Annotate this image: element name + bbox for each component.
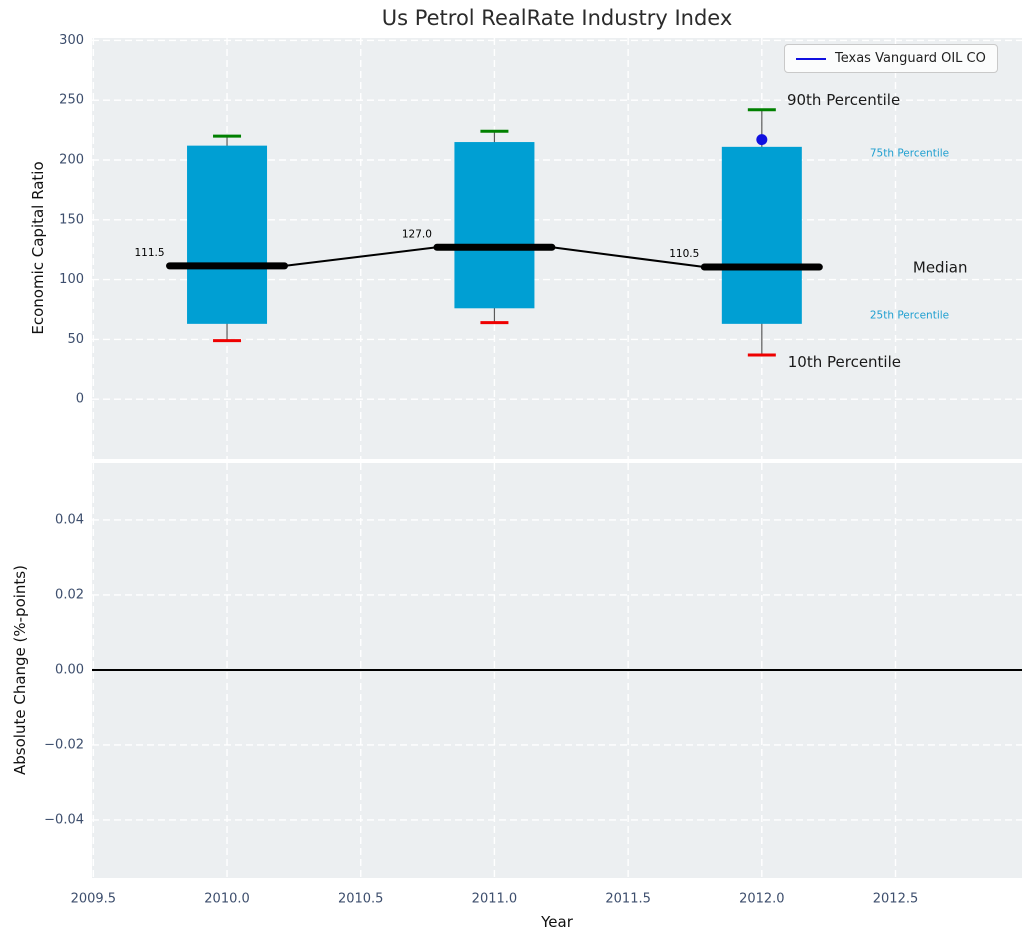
box-2010	[187, 145, 268, 324]
median-connector	[284, 246, 438, 267]
annotation-median: Median	[913, 259, 968, 277]
annotation-75th-percentile: 75th Percentile	[870, 147, 949, 159]
x-axis-label: Year	[540, 913, 574, 931]
legend-label: Texas Vanguard OIL CO	[835, 51, 986, 66]
boxplots	[187, 108, 802, 357]
box-2012	[721, 146, 802, 324]
xtick-label: 2009.5	[71, 892, 117, 907]
xtick-label: 2012.0	[739, 892, 785, 907]
xtick-label: 2011.0	[472, 892, 518, 907]
top-ytick-label: 250	[59, 93, 84, 108]
xtick-label: 2010.0	[204, 892, 250, 907]
bottom-ytick-label: −0.04	[44, 812, 84, 827]
annotation-10th-percentile: 10th Percentile	[788, 353, 901, 371]
legend-line-sample	[796, 57, 826, 60]
xtick-label: 2011.5	[605, 892, 651, 907]
xtick-label: 2012.5	[873, 892, 919, 907]
top-ytick-label: 200	[59, 152, 84, 167]
annotation-90th-percentile: 90th Percentile	[787, 91, 900, 109]
median-value-label: 110.5	[669, 248, 699, 260]
median-connector	[551, 246, 705, 269]
bottom-ytick-label: 0.02	[55, 587, 84, 602]
box-2011	[454, 142, 535, 309]
top-y-axis-label: Economic Capital Ratio	[29, 161, 47, 334]
bottom-ytick-label: 0.04	[55, 512, 84, 527]
top-ytick-label: 100	[59, 272, 84, 287]
bottom-ytick-label: 0.00	[55, 662, 84, 677]
top-ytick-label: 300	[59, 33, 84, 48]
annotation-25th-percentile: 25th Percentile	[870, 309, 949, 321]
median-value-label: 127.0	[402, 228, 432, 240]
bottom-y-axis-label: Absolute Change (%-points)	[11, 565, 29, 775]
top-ytick-label: 0	[76, 392, 84, 407]
legend: Texas Vanguard OIL CO	[784, 44, 998, 73]
top-ytick-label: 50	[67, 332, 84, 347]
company-point	[756, 134, 768, 146]
chart-title: Us Petrol RealRate Industry Index	[381, 6, 733, 30]
xtick-label: 2010.5	[338, 892, 384, 907]
bottom-ytick-label: −0.02	[44, 737, 84, 752]
top-ytick-label: 150	[59, 212, 84, 227]
median-value-label: 111.5	[134, 247, 164, 259]
